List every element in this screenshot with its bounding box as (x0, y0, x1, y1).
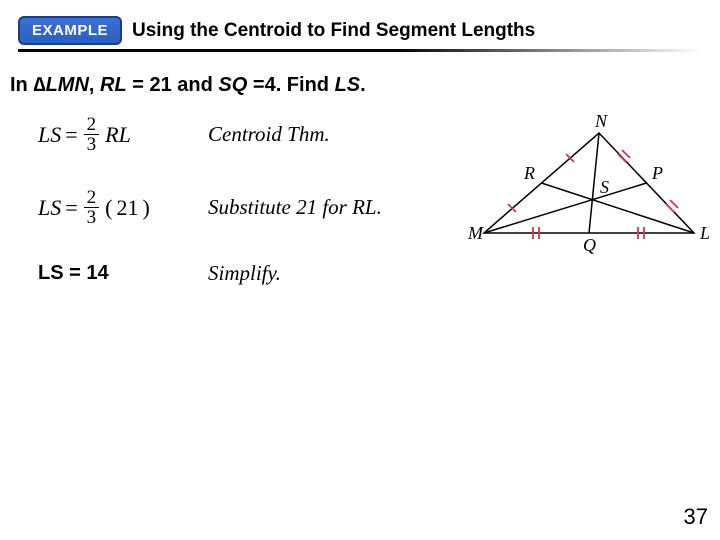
header-title: Using the Centroid to Find Segment Lengt… (132, 20, 535, 42)
eq2-lp: ( (105, 195, 112, 221)
eq2-lhs: LS (38, 195, 61, 221)
page-number: 37 (684, 504, 708, 530)
reason-1: Centroid Thm. (208, 122, 438, 147)
problem-prefix: In ∆ (10, 74, 46, 96)
eq1-den: 3 (84, 135, 100, 154)
eq2-num: 2 (84, 188, 100, 208)
label-n: N (594, 113, 608, 131)
eq2-fraction: 2 3 (84, 188, 100, 227)
eq2-eq: = (65, 195, 77, 221)
example-badge: EXAMPLE (18, 16, 122, 45)
reason-3: Simplify. (208, 261, 438, 286)
triangle-diagram: N M L R P S Q (438, 115, 708, 286)
seg-ls: LS (335, 74, 361, 96)
eq1-fraction: 2 3 (84, 115, 100, 154)
eq2-rp: ) (143, 195, 150, 221)
diagram-svg: N M L R P S Q (464, 113, 714, 283)
label-m: M (467, 223, 484, 243)
triangle-name: LMN (46, 74, 89, 96)
equation-3: LS = 14 (38, 262, 208, 285)
median-nq (589, 133, 599, 233)
label-s: S (600, 177, 609, 197)
problem-eq-b: =4. Find (247, 74, 334, 96)
problem-mid-a: , (89, 74, 100, 96)
header: EXAMPLE Using the Centroid to Find Segme… (0, 0, 720, 45)
badge-text: EXAMPLE (32, 22, 108, 39)
seg-rl: RL (100, 74, 127, 96)
label-r: R (523, 163, 535, 183)
problem-suffix: . (360, 74, 366, 96)
equation-2: LS = 2 3 (21) (38, 188, 208, 227)
eq2-val: 21 (117, 195, 139, 221)
problem-eq-a: = 21 and (127, 74, 219, 96)
triangle-outline (484, 133, 694, 233)
content-row: LS = 2 3 RL Centroid Thm. LS = 2 3 (21) … (0, 97, 720, 286)
eq1-eq: = (65, 122, 77, 148)
label-p: P (651, 163, 663, 183)
label-q: Q (583, 235, 596, 255)
eq1-lhs: LS (38, 122, 61, 148)
eq1-rhs: RL (105, 122, 131, 148)
problem-statement: In ∆LMN, RL = 21 and SQ =4. Find LS. (0, 52, 720, 97)
eq1-num: 2 (84, 115, 100, 135)
steps-grid: LS = 2 3 RL Centroid Thm. LS = 2 3 (21) … (38, 115, 438, 286)
eq2-den: 3 (84, 208, 100, 227)
equation-1: LS = 2 3 RL (38, 115, 208, 154)
label-l: L (699, 223, 710, 243)
seg-sq: SQ (218, 74, 247, 96)
reason-2: Substitute 21 for RL. (208, 195, 438, 220)
